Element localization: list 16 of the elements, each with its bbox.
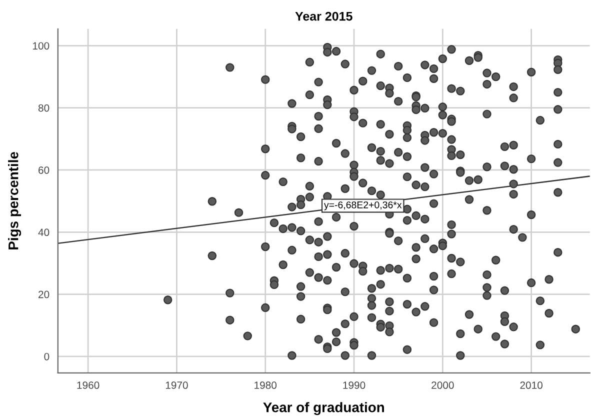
y-tick-label: 40: [38, 228, 50, 236]
y-axis-title: Pigs percentile: [8, 152, 22, 250]
x-tick-label: 1990: [343, 382, 366, 389]
y-tick-label: 80: [38, 104, 50, 112]
x-axis-title: Year of graduation: [263, 402, 384, 416]
y-tick-label: 0: [44, 352, 50, 360]
y-tick-label: 60: [38, 166, 50, 174]
x-tick-label: 2010: [520, 382, 542, 389]
annotation: y=-6,68E2+0,36*x: [324, 201, 402, 210]
x-tick-label: 1970: [166, 382, 188, 389]
x-tick-label: 1980: [254, 382, 277, 389]
x-tick-label: 1960: [77, 382, 100, 389]
x-tick-label: 2000: [432, 382, 454, 389]
y-tick-label: 20: [38, 290, 50, 298]
chart-title: Year 2015: [295, 12, 352, 21]
y-tick-label: 100: [33, 42, 50, 50]
